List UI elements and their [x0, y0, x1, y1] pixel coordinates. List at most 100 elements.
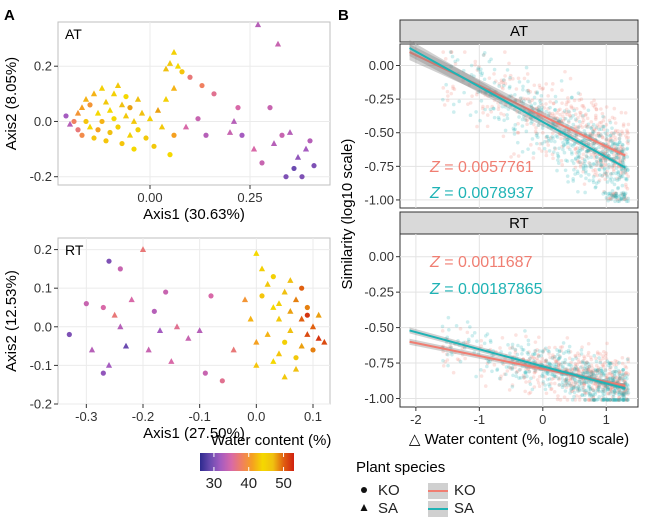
data-point — [509, 155, 513, 159]
data-point — [603, 158, 607, 162]
data-point — [582, 366, 587, 371]
data-point — [581, 169, 585, 174]
data-point — [612, 131, 616, 136]
data-point — [556, 357, 561, 361]
data-point — [503, 81, 508, 86]
data-point — [614, 193, 618, 198]
pcoa-rt-y-ticks: -0.2-0.10.00.10.2 — [30, 242, 58, 412]
data-point — [621, 393, 625, 398]
data-point — [515, 352, 520, 357]
data-point — [611, 395, 616, 399]
data-point — [616, 375, 621, 379]
data-point — [571, 387, 576, 392]
data-point — [625, 146, 630, 151]
data-point — [506, 343, 510, 347]
data-point — [492, 363, 497, 367]
data-point — [613, 358, 618, 363]
data-point — [601, 114, 605, 119]
data-point — [554, 374, 558, 379]
data-point — [598, 358, 603, 363]
data-point-sa — [270, 140, 278, 146]
data-point — [530, 98, 535, 102]
data-point — [528, 390, 533, 395]
data-point — [566, 141, 570, 146]
data-point — [626, 174, 631, 179]
data-point — [597, 178, 602, 183]
data-point — [619, 172, 623, 177]
data-point — [577, 379, 582, 384]
data-point — [573, 112, 578, 117]
data-point — [585, 138, 590, 143]
data-point — [604, 138, 609, 142]
data-point — [601, 383, 606, 387]
data-point — [601, 363, 605, 368]
data-point — [481, 110, 485, 115]
data-point — [581, 118, 586, 123]
data-point — [613, 135, 617, 140]
data-point — [445, 335, 450, 340]
data-point — [559, 362, 563, 367]
data-point — [610, 150, 614, 155]
data-point — [520, 150, 525, 154]
data-point — [601, 124, 605, 129]
data-point — [594, 125, 599, 129]
data-point — [594, 170, 598, 175]
data-point — [563, 378, 568, 382]
data-point — [513, 123, 518, 127]
data-point — [597, 382, 602, 387]
data-point — [564, 138, 569, 142]
data-point — [576, 351, 580, 355]
data-point — [584, 149, 589, 154]
data-point-sa — [241, 296, 249, 303]
data-point — [617, 369, 621, 374]
data-point-ko — [83, 301, 89, 307]
data-point — [572, 367, 577, 372]
data-point — [594, 155, 599, 159]
data-point — [463, 356, 467, 361]
data-point — [549, 136, 553, 140]
data-point — [486, 359, 490, 363]
data-point — [623, 375, 627, 380]
data-point — [582, 161, 586, 166]
data-point — [579, 379, 584, 383]
data-point — [524, 371, 528, 376]
data-point — [621, 372, 626, 376]
data-point — [625, 398, 629, 402]
data-point-sa — [138, 109, 146, 116]
data-point — [497, 376, 502, 381]
data-point — [466, 102, 470, 106]
data-point — [547, 384, 552, 389]
data-point — [612, 145, 616, 150]
data-point — [442, 103, 447, 107]
data-point-sa — [78, 104, 86, 111]
data-point — [569, 105, 574, 110]
data-point — [610, 139, 615, 143]
data-point — [546, 94, 550, 98]
data-point — [621, 398, 626, 402]
data-point — [612, 390, 617, 395]
data-point-sa — [294, 153, 302, 160]
data-point — [485, 113, 490, 117]
data-point — [507, 365, 511, 369]
data-point — [619, 376, 624, 381]
data-point — [605, 169, 610, 174]
data-point — [605, 387, 610, 392]
data-point — [586, 150, 591, 154]
data-point — [616, 368, 621, 373]
data-point — [566, 145, 570, 150]
data-point — [579, 174, 583, 178]
data-point — [605, 197, 610, 201]
data-point — [626, 199, 630, 204]
data-point — [573, 366, 577, 371]
data-point — [619, 129, 624, 134]
data-point — [548, 100, 552, 104]
data-point — [577, 353, 582, 358]
data-point — [552, 354, 557, 359]
data-point — [617, 136, 622, 141]
data-point — [595, 369, 599, 374]
data-point — [609, 390, 613, 395]
data-point-sa — [315, 334, 322, 341]
data-point-ko — [111, 116, 117, 122]
data-point — [510, 346, 515, 350]
data-point — [455, 58, 460, 62]
